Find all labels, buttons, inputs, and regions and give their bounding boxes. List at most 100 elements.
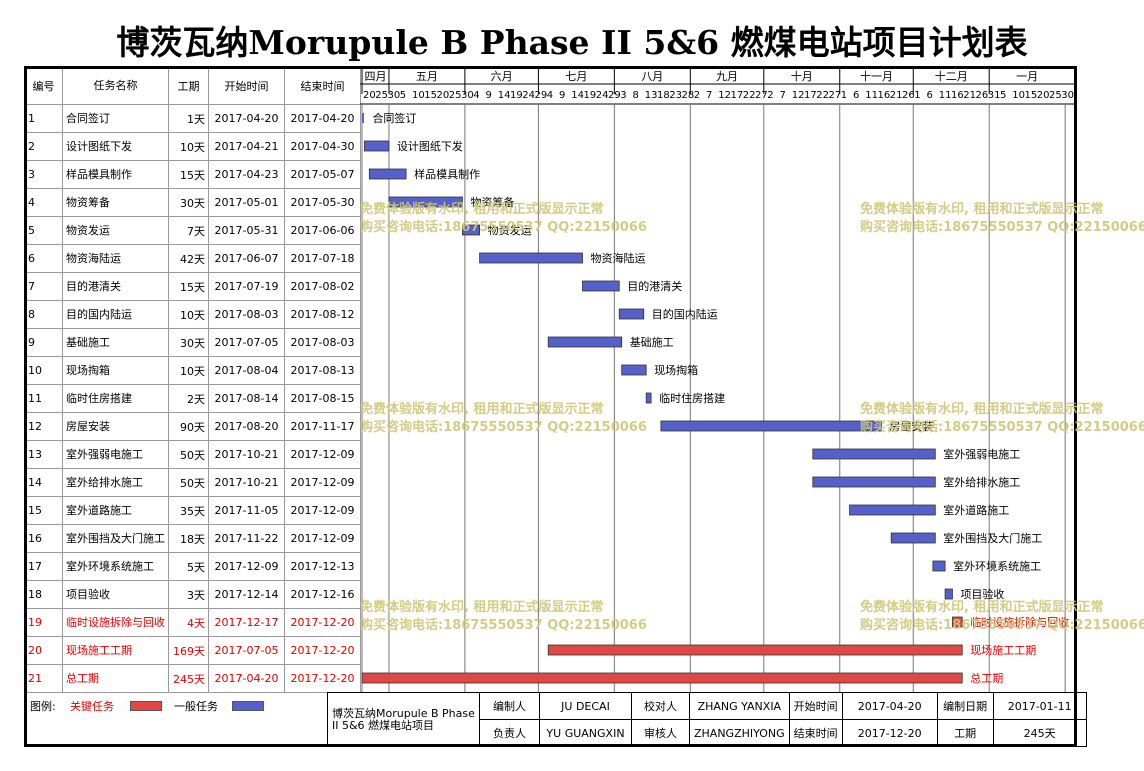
task-name: 室外环境系统施工: [62, 552, 169, 581]
task-bar-label: 临时住房搭建: [659, 391, 725, 405]
day-tick: 10: [412, 90, 425, 101]
table-row: 12 房屋安装 90天 2017-08-20 2017-11-17: [24, 412, 361, 441]
date-value: 2017-01-11: [992, 692, 1087, 720]
watermark-line2: 购买咨询电话:18675550537 QQ:22150066: [360, 420, 647, 435]
day-tick: 28: [682, 90, 695, 101]
task-duration: 10天: [168, 300, 209, 329]
task-end: 2017-06-06: [284, 216, 361, 245]
day-tick: 21: [890, 90, 903, 101]
month-label: 四月: [364, 70, 386, 83]
task-bar-label: 合同签订: [372, 111, 416, 125]
watermark-line1: 免费体验版有水印, 租用和正式版显示正常: [860, 402, 1104, 417]
info-table: 博茨瓦纳Morupule B Phase II 5&6 燃煤电站项目 编制人 J…: [327, 692, 1087, 747]
legend: 图例: 关键任务 一般任务: [24, 692, 1077, 747]
task-bar-label: 房屋安装: [889, 419, 933, 433]
table-row: 15 室外道路施工 35天 2017-11-05 2017-12-09: [24, 496, 361, 525]
day-tick: 7: [706, 90, 712, 101]
task-duration: 15天: [168, 272, 209, 301]
task-no: 14: [24, 468, 63, 497]
task-bar-label: 现场施工工期: [970, 643, 1036, 657]
month-label: 十一月: [860, 69, 893, 83]
day-tick: 14: [571, 90, 584, 101]
task-start: 2017-08-20: [208, 412, 285, 441]
day-tick: 25: [1049, 90, 1062, 101]
task-bar: [364, 140, 390, 152]
task-duration: 18天: [168, 524, 209, 553]
day-tick: 2: [694, 90, 700, 101]
day-tick: 1: [914, 90, 920, 101]
task-name: 室外强弱电施工: [62, 440, 169, 469]
watermark: 免费体验版有水印, 租用和正式版显示正常 购买咨询电话:18675550537 Q…: [360, 201, 647, 237]
task-no: 6: [24, 244, 63, 273]
month-label: 一月: [1016, 70, 1038, 83]
legend-critical-swatch: [130, 701, 162, 711]
day-tick: 9: [486, 90, 492, 101]
day-tick: 30: [1061, 90, 1074, 101]
day-tick: 31: [988, 90, 1001, 101]
table-row: 2 设计图纸下发 10天 2017-04-21 2017-04-30: [24, 132, 361, 161]
task-end: 2017-12-09: [284, 524, 361, 553]
task-start: 2017-05-31: [208, 216, 285, 245]
month-label: 十二月: [935, 69, 968, 83]
task-duration: 30天: [168, 328, 209, 357]
table-row: 16 室外围挡及大门施工 18天 2017-11-22 2017-12-09: [24, 524, 361, 553]
day-tick: 14: [498, 90, 511, 101]
task-start: 2017-07-19: [208, 272, 285, 301]
task-duration: 30天: [168, 188, 209, 217]
day-tick: 22: [816, 90, 829, 101]
day-tick: 1: [841, 90, 847, 101]
task-bar: [932, 560, 946, 572]
task-start: 2017-08-03: [208, 300, 285, 329]
task-no: 2: [24, 132, 63, 161]
month-label: 九月: [716, 70, 738, 83]
task-bar: [952, 616, 963, 628]
watermark: 免费体验版有水印, 租用和正式版显示正常 购买咨询电话:18675550537 Q…: [360, 599, 647, 635]
legend-critical-label: 关键任务: [70, 700, 114, 713]
day-tick: 16: [951, 90, 964, 101]
day-tick: 24: [522, 90, 535, 101]
day-tick: 2: [767, 90, 773, 101]
table-row: 9 基础施工 30天 2017-07-05 2017-08-03: [24, 328, 361, 357]
task-end: 2017-11-17: [284, 412, 361, 441]
watermark-line1: 免费体验版有水印, 租用和正式版显示正常: [860, 600, 1104, 615]
day-tick: 20: [1037, 90, 1050, 101]
table-row: 18 项目验收 3天 2017-12-14 2017-12-16: [24, 580, 361, 609]
day-tick: 30: [388, 90, 401, 101]
task-end: 2017-12-09: [284, 440, 361, 469]
table-row: 13 室外强弱电施工 50天 2017-10-21 2017-12-09: [24, 440, 361, 469]
task-bar-label: 物资发运: [488, 223, 532, 237]
task-bar-label: 样品模具制作: [414, 167, 480, 181]
task-start: 2017-04-23: [208, 160, 285, 189]
table-row: 20 现场施工工期 169天 2017-07-05 2017-12-20: [24, 636, 361, 665]
watermark-line1: 免费体验版有水印, 租用和正式版显示正常: [360, 600, 604, 615]
task-duration: 169天: [168, 636, 209, 665]
task-start: 2017-12-14: [208, 580, 285, 609]
month-label: 六月: [491, 70, 513, 83]
table-row: 11 临时住房搭建 2天 2017-08-14 2017-08-15: [24, 384, 361, 413]
task-duration: 10天: [168, 356, 209, 385]
task-bar-label: 项目验收: [960, 587, 1004, 601]
task-bar-label: 目的港清关: [627, 279, 682, 293]
day-tick: 29: [608, 90, 621, 101]
task-no: 21: [24, 664, 63, 693]
col-no-header: 编号: [24, 66, 63, 105]
table-row: 17 室外环境系统施工 5天 2017-12-09 2017-12-13: [24, 552, 361, 581]
task-end: 2017-08-15: [284, 384, 361, 413]
task-bar-label: 物资筹备: [470, 195, 514, 209]
watermark-line2: 购买咨询电话:18675550537 QQ:22150066: [860, 420, 1144, 435]
day-tick: 22: [743, 90, 756, 101]
project-name: 博茨瓦纳Morupule B Phase II 5&6 燃煤电站项目: [327, 692, 480, 747]
task-start: 2017-10-21: [208, 440, 285, 469]
task-bar-label: 总工期: [970, 671, 1003, 685]
task-end: 2017-04-30: [284, 132, 361, 161]
watermark: 免费体验版有水印, 租用和正式版显示正常 购买咨询电话:18675550537 Q…: [860, 599, 1144, 635]
task-duration: 3天: [168, 580, 209, 609]
day-tick: 20: [363, 90, 376, 101]
task-bar: [462, 224, 480, 236]
task-duration: 50天: [168, 468, 209, 497]
task-duration: 50天: [168, 440, 209, 469]
start-value: 2017-04-20: [841, 692, 938, 720]
day-tick: 13: [645, 90, 658, 101]
task-end: 2017-12-20: [284, 664, 361, 693]
start-label: 开始时间: [788, 692, 843, 720]
